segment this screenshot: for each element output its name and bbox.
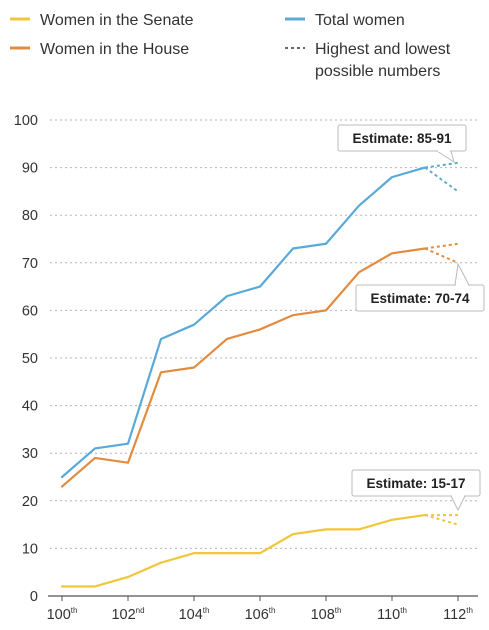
legend-total-label: Total women <box>315 12 405 29</box>
y-tick-label: 100 <box>14 113 38 129</box>
projection-total-low <box>424 166 459 193</box>
projection-house-low <box>424 247 459 264</box>
y-tick-label: 50 <box>22 351 38 367</box>
x-tick-label: 104th <box>179 606 210 623</box>
estimate-callout-total: Estimate: 85-91 <box>337 124 467 164</box>
legend: Women in the Senate Women in the House T… <box>10 12 451 80</box>
callout-pointer <box>450 495 466 512</box>
estimates: Estimate: 85-91 Estimate: 70-74 Estimate: … <box>337 124 485 526</box>
estimate-callout-senate: Estimate: 15-17 <box>351 469 481 512</box>
estimate-callout-house: Estimate: 70-74 <box>355 262 485 312</box>
series-line-total <box>60 166 427 479</box>
y-tick-label: 70 <box>22 256 38 272</box>
estimate-label-senate: Estimate: 15-17 <box>366 476 465 491</box>
axis: 0 10 20 30 40 50 60 70 80 90 100 100th 102nd 104th 106… <box>14 113 478 623</box>
y-tick-label: 20 <box>22 494 38 510</box>
legend-house-label: Women in the House <box>40 41 189 58</box>
x-tick-label: 102nd <box>111 606 144 623</box>
series-line-house <box>60 247 427 488</box>
projection-senate-low <box>424 514 459 526</box>
legend-senate-label: Women in the Senate <box>40 12 194 29</box>
callout-box <box>355 284 485 312</box>
legend-range-label-line1: Highest and lowest <box>315 41 451 58</box>
y-tick-label: 0 <box>30 589 38 605</box>
y-tick-label: 40 <box>22 399 38 415</box>
y-tick-label: 10 <box>22 541 38 557</box>
callout-box <box>351 469 481 497</box>
projection-total-high <box>424 161 459 169</box>
x-tick-label: 100th <box>47 606 78 623</box>
y-tick-label: 30 <box>22 446 38 462</box>
gridlines <box>50 119 478 549</box>
x-tick-label: 110th <box>377 606 407 623</box>
x-tick-label: 112th <box>443 606 473 623</box>
callout-pointer <box>454 262 470 286</box>
projection-house-high <box>424 242 459 250</box>
series-line-senate <box>60 513 427 588</box>
callout-box <box>337 124 467 152</box>
y-tick-label: 60 <box>22 303 38 319</box>
x-tick-label: 108th <box>311 606 342 623</box>
series <box>60 166 427 588</box>
callout-pointer <box>435 150 455 164</box>
estimate-label-total: Estimate: 85-91 <box>352 131 452 146</box>
legend-range-label-line2: possible numbers <box>315 63 440 80</box>
x-tick-label: 106th <box>245 606 276 623</box>
y-tick-label: 90 <box>22 161 38 177</box>
estimate-label-house: Estimate: 70-74 <box>370 291 470 306</box>
y-tick-label: 80 <box>22 208 38 224</box>
